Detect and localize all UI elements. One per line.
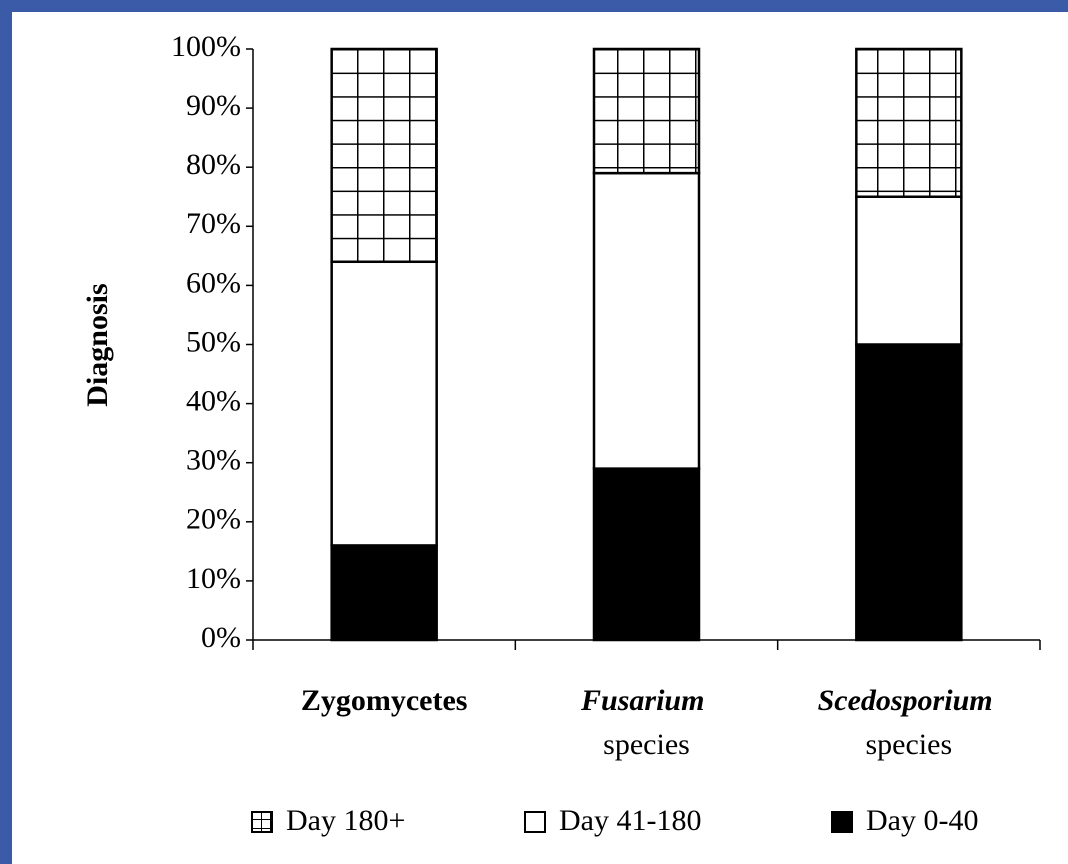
y-tick-label: 90%: [186, 89, 241, 122]
y-tick-label: 40%: [186, 384, 241, 417]
legend-label: Day 180+: [286, 804, 405, 837]
legend-swatch: [831, 811, 853, 833]
bar-segment: [592, 47, 701, 175]
bar-segment: [330, 260, 438, 547]
x-tick-label: Zygomycetes: [301, 684, 468, 717]
legend-label: Day 41-180: [559, 804, 701, 837]
y-tick-label: 100%: [171, 30, 241, 63]
bar-segment: [330, 47, 438, 264]
legend-swatch: [524, 811, 546, 833]
y-tick-label: 70%: [186, 207, 241, 240]
legend-label: Day 0-40: [866, 804, 978, 837]
y-tick-label: 80%: [186, 148, 241, 181]
y-tick-label: 0%: [201, 621, 241, 654]
y-tick-label: 10%: [186, 562, 241, 595]
bar-segment: [855, 47, 963, 198]
legend-swatch: [251, 811, 273, 833]
y-tick-label: 30%: [186, 444, 241, 477]
y-axis-label: Diagnosis: [81, 283, 114, 406]
bar-segment: [592, 467, 701, 642]
bar-segment: [855, 343, 963, 642]
y-tick-label: 20%: [186, 503, 241, 536]
bar-segment: [855, 195, 963, 346]
y-tick-label: 60%: [186, 266, 241, 299]
bar-segment: [592, 171, 701, 470]
x-tick-label: Scedosporium species: [818, 684, 1001, 761]
x-tick-label: Fusarium species: [580, 684, 712, 761]
y-tick-label: 50%: [186, 325, 241, 358]
bar-segment: [330, 544, 438, 642]
